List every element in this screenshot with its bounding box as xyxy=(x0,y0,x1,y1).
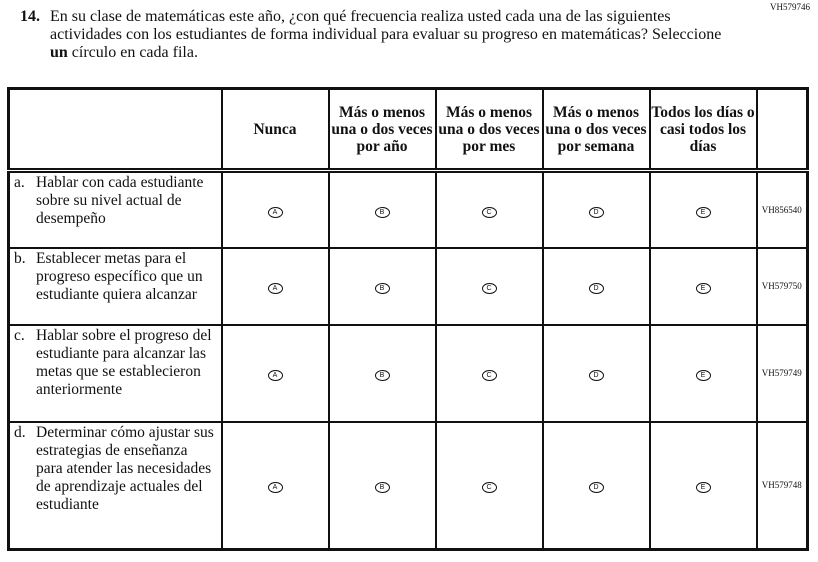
option-cell: A xyxy=(220,323,330,423)
header-blank xyxy=(755,87,809,173)
question-text-emphasis: un xyxy=(50,44,68,61)
option-cell: B xyxy=(327,323,437,423)
response-bubble-c[interactable]: C xyxy=(481,482,497,494)
response-bubble-b[interactable]: B xyxy=(374,206,390,218)
item-cell: a. Hablar con cada estudiante sobre su ni… xyxy=(7,169,223,249)
column-header: Más o menos una o dos veces por año xyxy=(327,87,437,173)
item-text: Hablar sobre el progreso del estudiante … xyxy=(36,326,212,398)
option-cell: B xyxy=(327,420,437,551)
response-bubble-a[interactable]: A xyxy=(267,370,283,381)
option-cell: E xyxy=(648,169,758,249)
option-cell: B xyxy=(327,169,437,249)
item-text: Determinar cómo ajustar sus estrategias … xyxy=(36,423,214,513)
response-bubble-e[interactable]: E xyxy=(695,482,711,494)
item-letter: b. xyxy=(14,249,26,267)
response-bubble-e[interactable]: E xyxy=(695,283,711,294)
item-id: VH579749 xyxy=(755,323,809,423)
item-text: Establecer metas para el progreso especí… xyxy=(36,249,203,303)
response-bubble-a[interactable]: A xyxy=(267,482,283,494)
item-id: VH579748 xyxy=(755,420,809,551)
option-cell: D xyxy=(541,323,651,423)
response-bubble-c[interactable]: C xyxy=(481,283,497,294)
item-letter: d. xyxy=(14,423,26,441)
response-grid: Nunca Más o menos una o dos veces por añ… xyxy=(7,87,809,551)
item-letter: a. xyxy=(14,174,25,191)
question-text-part: círculo en cada fila. xyxy=(67,44,198,61)
response-bubble-a[interactable]: A xyxy=(267,283,283,294)
response-bubble-a[interactable]: A xyxy=(267,206,283,218)
response-bubble-b[interactable]: B xyxy=(374,482,390,494)
option-cell: B xyxy=(327,246,437,326)
option-cell: C xyxy=(434,420,544,551)
option-cell: E xyxy=(648,323,758,423)
option-cell: C xyxy=(434,169,544,249)
option-cell: C xyxy=(434,246,544,326)
response-bubble-d[interactable]: D xyxy=(588,482,604,494)
response-bubble-e[interactable]: E xyxy=(695,206,711,218)
option-cell: C xyxy=(434,323,544,423)
response-bubble-c[interactable]: C xyxy=(481,370,497,381)
item-id: VH856540 xyxy=(755,169,809,249)
question-id: VH579746 xyxy=(770,2,810,12)
option-cell: D xyxy=(541,246,651,326)
option-cell: D xyxy=(541,420,651,551)
option-cell: A xyxy=(220,246,330,326)
response-bubble-d[interactable]: D xyxy=(588,283,604,294)
column-header: Nunca xyxy=(220,87,330,173)
question-row: d. Determinar cómo ajustar sus estrategia… xyxy=(7,420,809,551)
response-bubble-d[interactable]: D xyxy=(588,370,604,381)
response-bubble-d[interactable]: D xyxy=(588,206,604,218)
header-blank xyxy=(7,87,223,173)
question-row: b. Establecer metas para el progreso espe… xyxy=(7,246,809,326)
question-number: 14. xyxy=(20,8,40,25)
option-cell: D xyxy=(541,169,651,249)
option-cell: E xyxy=(648,246,758,326)
question-text: En su clase de matemáticas este año, ¿co… xyxy=(50,8,730,62)
column-header: Todos los días o casi todos los días xyxy=(648,87,758,173)
response-bubble-b[interactable]: B xyxy=(374,283,390,294)
item-text: Hablar con cada estudiante sobre su nive… xyxy=(36,174,204,227)
response-bubble-c[interactable]: C xyxy=(481,206,497,218)
question-row: a. Hablar con cada estudiante sobre su ni… xyxy=(7,169,809,249)
question-text-part: En su clase de matemáticas este año, ¿co… xyxy=(50,8,722,43)
header-row: Nunca Más o menos una o dos veces por añ… xyxy=(7,87,809,173)
column-header: Más o menos una o dos veces por mes xyxy=(434,87,544,173)
item-cell: d. Determinar cómo ajustar sus estrategia… xyxy=(7,420,223,551)
option-cell: A xyxy=(220,169,330,249)
item-cell: c. Hablar sobre el progreso del estudiant… xyxy=(7,323,223,423)
option-cell: A xyxy=(220,420,330,551)
question-row: c. Hablar sobre el progreso del estudiant… xyxy=(7,323,809,423)
option-cell: E xyxy=(648,420,758,551)
column-header: Más o menos una o dos veces por semana xyxy=(541,87,651,173)
response-bubble-e[interactable]: E xyxy=(695,370,711,381)
response-bubble-b[interactable]: B xyxy=(374,370,390,381)
item-letter: c. xyxy=(14,326,25,344)
item-cell: b. Establecer metas para el progreso espe… xyxy=(7,246,223,326)
item-id: VH579750 xyxy=(755,246,809,326)
